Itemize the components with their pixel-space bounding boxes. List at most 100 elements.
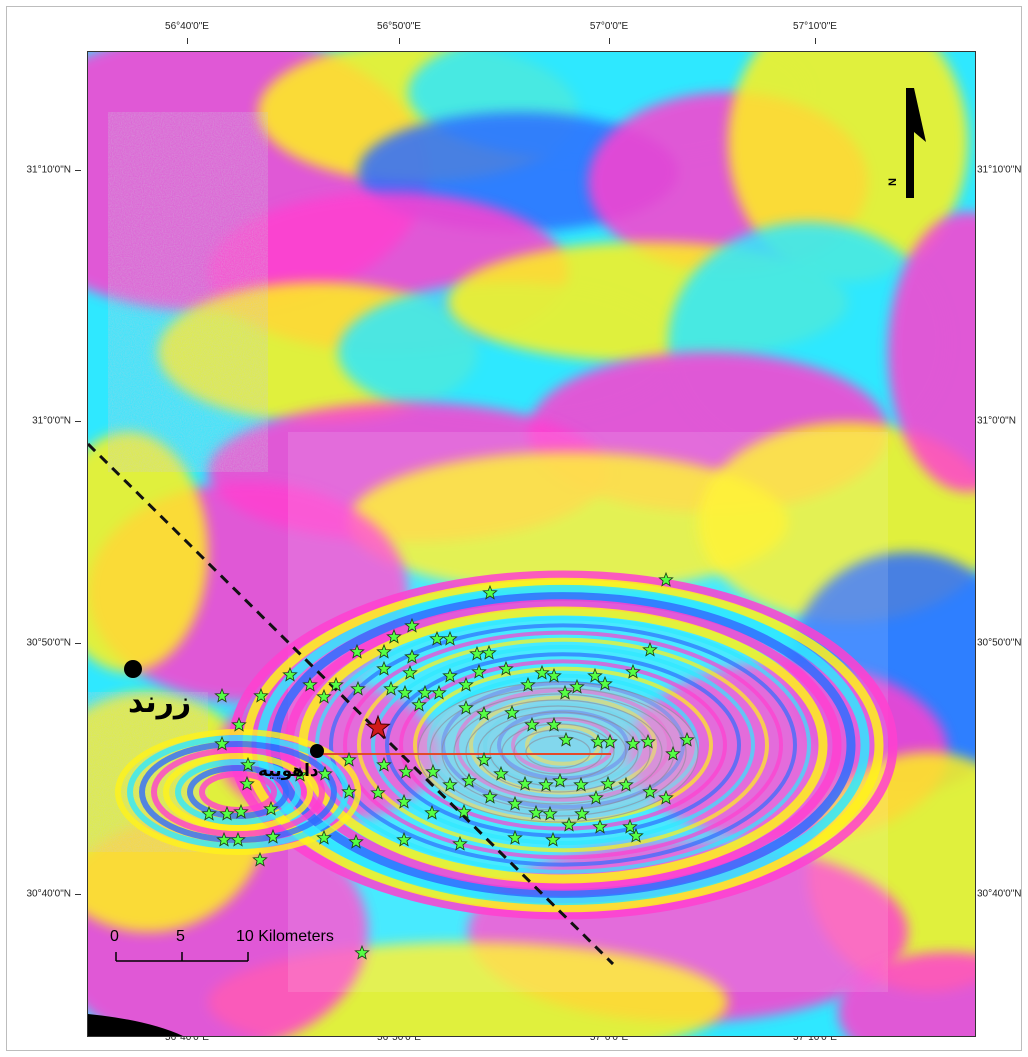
aftershock-star bbox=[452, 835, 468, 851]
aftershock-star bbox=[573, 776, 589, 792]
aftershock-star bbox=[216, 831, 232, 847]
latitude-label-right: 31°0'0"N bbox=[977, 415, 1016, 427]
aftershock-star bbox=[482, 584, 498, 600]
aftershock-star bbox=[350, 680, 366, 696]
place-label-zarand: زرند bbox=[128, 685, 191, 720]
aftershock-star bbox=[404, 617, 420, 633]
latitude-label-left: 30°50'0"N bbox=[26, 637, 72, 649]
aftershock-star bbox=[456, 803, 472, 819]
aftershock-star bbox=[411, 696, 427, 712]
aftershock-star bbox=[658, 789, 674, 805]
interferogram-map[interactable]: زرند داهوییه N 0 5 10 Kilometers bbox=[87, 51, 976, 1037]
aftershock-star bbox=[370, 784, 386, 800]
scale-tick-label: 0 bbox=[110, 928, 119, 945]
aftershock-star bbox=[507, 829, 523, 845]
epicenter-star bbox=[365, 714, 391, 739]
aftershock-star bbox=[252, 851, 268, 867]
longitude-label-top: 56°40'0"E bbox=[165, 21, 209, 32]
aftershock-star bbox=[233, 803, 249, 819]
aftershock-star bbox=[376, 660, 392, 676]
longitude-tick bbox=[815, 38, 816, 44]
aftershock-star bbox=[588, 789, 604, 805]
aftershock-star bbox=[398, 763, 414, 779]
latitude-label-right: 30°50'0"N bbox=[977, 637, 1022, 649]
aftershock-star bbox=[424, 804, 440, 820]
latitude-label-left: 31°0'0"N bbox=[32, 415, 71, 427]
scale-end-label: 10 Kilometers bbox=[236, 928, 334, 945]
aftershock-star bbox=[292, 766, 308, 782]
aftershock-star bbox=[396, 831, 412, 847]
aftershock-star bbox=[469, 645, 485, 661]
aftershock-star bbox=[219, 805, 235, 821]
aftershock-star bbox=[642, 641, 658, 657]
longitude-tick bbox=[399, 38, 400, 44]
aftershock-star bbox=[534, 664, 550, 680]
aftershock-star bbox=[597, 675, 613, 691]
aftershock-star bbox=[520, 676, 536, 692]
longitude-tick bbox=[609, 38, 610, 44]
aftershock-star bbox=[376, 756, 392, 772]
latitude-label-left: 30°40'0"N bbox=[26, 888, 72, 900]
aftershock-star bbox=[461, 772, 477, 788]
aftershock-star bbox=[328, 676, 344, 692]
aftershock-star bbox=[317, 765, 333, 781]
aftershock-star bbox=[482, 788, 498, 804]
aftershock-star bbox=[561, 816, 577, 832]
aftershock-star bbox=[354, 944, 370, 960]
aftershock-star bbox=[442, 776, 458, 792]
aftershock-star bbox=[569, 678, 585, 694]
aftershock-star bbox=[552, 772, 568, 788]
aftershock-star bbox=[240, 756, 256, 772]
latitude-tick bbox=[75, 643, 81, 644]
aftershock-star bbox=[504, 704, 520, 720]
aftershock-star bbox=[397, 684, 413, 700]
aftershock-star bbox=[404, 648, 420, 664]
aftershock-star bbox=[517, 775, 533, 791]
map-overlays: زرند داهوییه N 0 5 10 Kilometers bbox=[88, 88, 926, 1036]
latitude-label-right: 30°40'0"N bbox=[977, 888, 1022, 900]
aftershock-star bbox=[348, 833, 364, 849]
town-marker bbox=[124, 660, 142, 678]
aftershock-star bbox=[558, 731, 574, 747]
aftershock-star bbox=[587, 667, 603, 683]
aftershock-star bbox=[476, 705, 492, 721]
aftershock-star bbox=[253, 687, 269, 703]
north-arrow-icon: N bbox=[887, 88, 926, 198]
aftershock-star bbox=[442, 667, 458, 683]
latitude-tick bbox=[75, 894, 81, 895]
aftershock-star bbox=[386, 628, 402, 644]
map-frame: 56°40'0"E 56°40'0"E 56°50'0"E 56°50'0"E 57°0… bbox=[6, 6, 1022, 1051]
aftershock-star bbox=[592, 818, 608, 834]
longitude-label-top: 57°10'0"E bbox=[793, 21, 837, 32]
aftershock-star bbox=[665, 745, 681, 761]
aftershock-star bbox=[498, 660, 514, 676]
aftershock-star bbox=[528, 804, 544, 820]
deformation-fringe-rings bbox=[115, 570, 898, 920]
aftershock-star bbox=[239, 775, 255, 791]
aftershock-star bbox=[538, 776, 554, 792]
longitude-tick bbox=[187, 38, 188, 44]
aftershock-star bbox=[622, 818, 638, 834]
aftershock-star bbox=[201, 805, 217, 821]
aftershock-star bbox=[316, 688, 332, 704]
town-marker bbox=[310, 744, 324, 758]
aftershock-star bbox=[425, 763, 441, 779]
aftershock-star bbox=[658, 571, 674, 587]
interferogram-svg: زرند داهوییه N 0 5 10 Kilometers bbox=[88, 52, 975, 1036]
aftershock-star bbox=[263, 800, 279, 816]
aftershock-star bbox=[600, 775, 616, 791]
aftershock-star bbox=[628, 827, 644, 843]
aftershock-star bbox=[546, 667, 562, 683]
aftershock-star bbox=[282, 666, 298, 682]
longitude-label-bottom: 57°0'0"E bbox=[589, 1032, 629, 1043]
longitude-label-bottom: 56°50'0"E bbox=[377, 1032, 421, 1043]
scale-tick-label: 5 bbox=[176, 928, 185, 945]
aftershock-star bbox=[679, 731, 695, 747]
aftershock-star bbox=[302, 676, 318, 692]
aftershock-star bbox=[493, 765, 509, 781]
aftershock-star bbox=[396, 793, 412, 809]
aftershock-star bbox=[349, 643, 365, 659]
latitude-tick bbox=[75, 421, 81, 422]
latitude-tick bbox=[75, 170, 81, 171]
aftershock-star bbox=[231, 716, 247, 732]
